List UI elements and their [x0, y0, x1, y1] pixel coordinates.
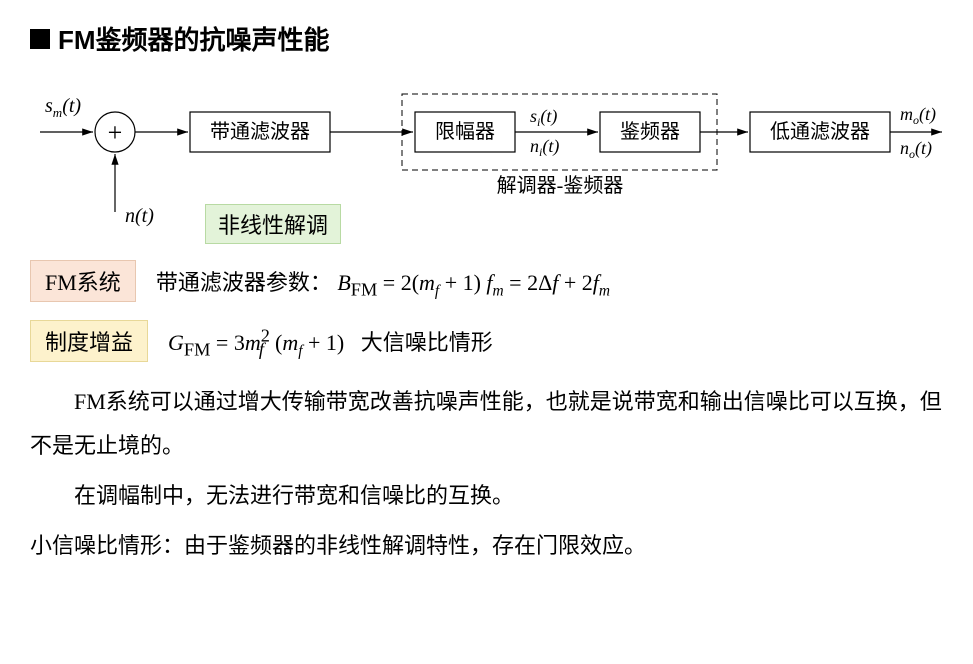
gain-note: 大信噪比情形 [361, 330, 493, 355]
body-p1: FM系统可以通过增大传输带宽改善抗噪声性能，也就是说带宽和输出信噪比可以互换，但… [30, 380, 943, 468]
signal-si: si(t) [530, 106, 557, 129]
signal-no: no(t) [900, 138, 932, 161]
body-text: FM系统可以通过增大传输带宽改善抗噪声性能，也就是说带宽和输出信噪比可以互换，但… [30, 380, 943, 568]
body-p2: 在调幅制中，无法进行带宽和信噪比的互换。 [30, 474, 943, 518]
bpf-label: 带通滤波器 [210, 120, 310, 143]
signal-ni: ni(t) [530, 136, 559, 159]
bpf-formula: 带通滤波器参数： BFM = 2(mf + 1) fm = 2Δf + 2fm [156, 265, 610, 300]
gain-formula-eq: GFM = 3m2f(mf + 1) [168, 330, 344, 355]
limiter-label: 限幅器 [435, 120, 495, 143]
signal-mo: mo(t) [900, 104, 936, 127]
block-diagram: sm(t) + n(t) 带通滤波器 解调器-鉴频器 限幅器 si(t) ni(… [30, 72, 930, 242]
body-p3: 小信噪比情形：由于鉴频器的非线性解调特性，存在门限效应。 [30, 524, 943, 568]
fm-system-row: FM系统 带通滤波器参数： BFM = 2(mf + 1) fm = 2Δf +… [30, 260, 943, 302]
bpf-formula-label: 带通滤波器参数： [156, 270, 332, 295]
bpf-formula-eq: BFM = 2(mf + 1) fm = 2Δf + 2fm [337, 270, 610, 295]
gain-tag: 制度增益 [30, 320, 148, 362]
page-title: FM鉴频器的抗噪声性能 [58, 20, 330, 57]
gain-formula: GFM = 3m2f(mf + 1) 大信噪比情形 [168, 325, 493, 360]
signal-noise: n(t) [125, 205, 154, 227]
signal-sm: sm(t) [45, 95, 81, 120]
fm-system-tag: FM系统 [30, 260, 136, 302]
title-row: FM鉴频器的抗噪声性能 [30, 20, 943, 57]
lpf-label: 低通滤波器 [770, 120, 870, 143]
nonlinear-tag: 非线性解调 [205, 204, 341, 244]
plus-icon: + [108, 118, 123, 147]
discriminator-label: 鉴频器 [620, 120, 680, 143]
gain-row: 制度增益 GFM = 3m2f(mf + 1) 大信噪比情形 [30, 320, 943, 362]
title-bullet-icon [30, 29, 50, 49]
diagram-svg: sm(t) + n(t) 带通滤波器 解调器-鉴频器 限幅器 si(t) ni(… [30, 72, 950, 242]
demod-group-label: 解调器-鉴频器 [497, 174, 624, 197]
